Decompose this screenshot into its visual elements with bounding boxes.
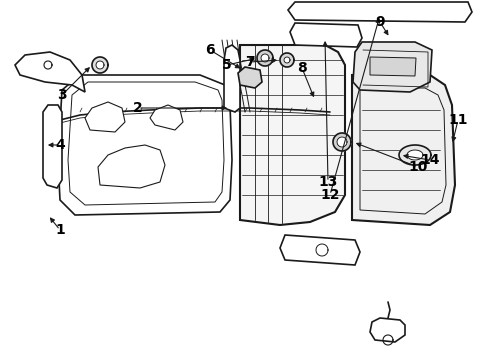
Polygon shape (353, 42, 432, 92)
Text: 6: 6 (205, 43, 215, 57)
Polygon shape (333, 133, 351, 151)
Polygon shape (370, 57, 416, 76)
Text: 4: 4 (55, 138, 65, 152)
Polygon shape (92, 57, 108, 73)
Polygon shape (280, 235, 360, 265)
Polygon shape (43, 105, 62, 188)
Polygon shape (150, 105, 183, 130)
Text: 5: 5 (222, 58, 232, 72)
Polygon shape (257, 50, 273, 66)
Polygon shape (238, 67, 262, 88)
Polygon shape (288, 2, 472, 22)
Polygon shape (85, 102, 125, 132)
Text: 11: 11 (448, 113, 468, 127)
Polygon shape (352, 75, 455, 225)
Polygon shape (240, 45, 345, 225)
Polygon shape (280, 53, 294, 67)
Text: 13: 13 (318, 175, 338, 189)
Text: 7: 7 (245, 55, 255, 69)
Polygon shape (370, 318, 405, 342)
Text: 2: 2 (133, 101, 143, 115)
Polygon shape (407, 150, 423, 160)
Polygon shape (337, 137, 347, 147)
Polygon shape (96, 61, 104, 69)
Polygon shape (290, 23, 362, 47)
Text: 14: 14 (420, 153, 440, 167)
Text: 3: 3 (57, 88, 67, 102)
Polygon shape (399, 145, 431, 165)
Text: 8: 8 (297, 61, 307, 75)
Polygon shape (58, 75, 232, 215)
Polygon shape (44, 61, 52, 69)
Text: 10: 10 (408, 160, 428, 174)
Text: 12: 12 (320, 188, 340, 202)
Polygon shape (261, 54, 269, 62)
Polygon shape (98, 145, 165, 188)
Polygon shape (15, 52, 85, 92)
Text: 1: 1 (55, 223, 65, 237)
Polygon shape (284, 57, 290, 63)
Text: 9: 9 (375, 15, 385, 29)
Polygon shape (224, 45, 240, 112)
